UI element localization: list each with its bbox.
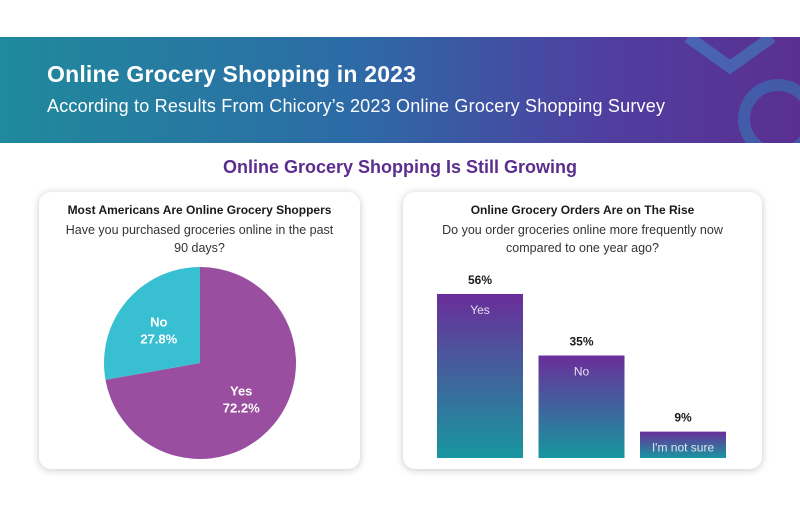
section-title: Online Grocery Shopping Is Still Growing xyxy=(222,157,578,177)
pie-chart-title: Most Americans Are Online Grocery Shoppe… xyxy=(67,203,332,217)
bar-2 xyxy=(538,355,625,458)
pie-slice-value-label: 27.8% xyxy=(140,331,177,346)
bar-chart-question: Do you order groceries online more frequ… xyxy=(442,223,723,255)
bar-category-label: Yes xyxy=(470,303,490,317)
pie-chart-card: Most Americans Are Online Grocery Shoppe… xyxy=(39,192,360,469)
bar-value-label: 9% xyxy=(674,411,692,425)
decorative-ring xyxy=(738,79,800,143)
pie-slice-label: No xyxy=(150,314,167,329)
bar-value-label: 56% xyxy=(468,273,492,287)
bar-category-label: No xyxy=(574,365,590,379)
bar-chart-title: Online Grocery Orders Are on The Rise xyxy=(470,203,695,217)
bar-chart-card: Online Grocery Orders Are on The Rise Do… xyxy=(403,192,762,469)
pie-slice-yes xyxy=(105,267,296,459)
bar-value-label: 35% xyxy=(569,335,593,349)
bar-category-label: I'm not sure xyxy=(652,441,715,455)
pie-chart-question: Have you purchased groceries online in t… xyxy=(65,223,334,255)
header-banner: Online Grocery Shopping in 2023 Accordin… xyxy=(0,37,800,143)
bar-3 xyxy=(640,431,726,458)
pie-slice-value-label: 72.2% xyxy=(223,401,260,416)
pie-slice-label: Yes xyxy=(230,384,252,399)
decorative-shapes xyxy=(684,37,800,143)
bar-1 xyxy=(437,294,523,458)
bar-chart: 56% Yes 35% No 9% I'm not sure xyxy=(437,273,726,458)
pie-slice-no xyxy=(104,267,200,380)
banner-subtitle: According to Results From Chicory’s 2023… xyxy=(47,96,666,116)
banner-title: Online Grocery Shopping in 2023 xyxy=(47,61,417,87)
pie-chart: Yes 72.2% No 27.8% xyxy=(104,267,296,459)
decorative-arc xyxy=(684,37,776,75)
